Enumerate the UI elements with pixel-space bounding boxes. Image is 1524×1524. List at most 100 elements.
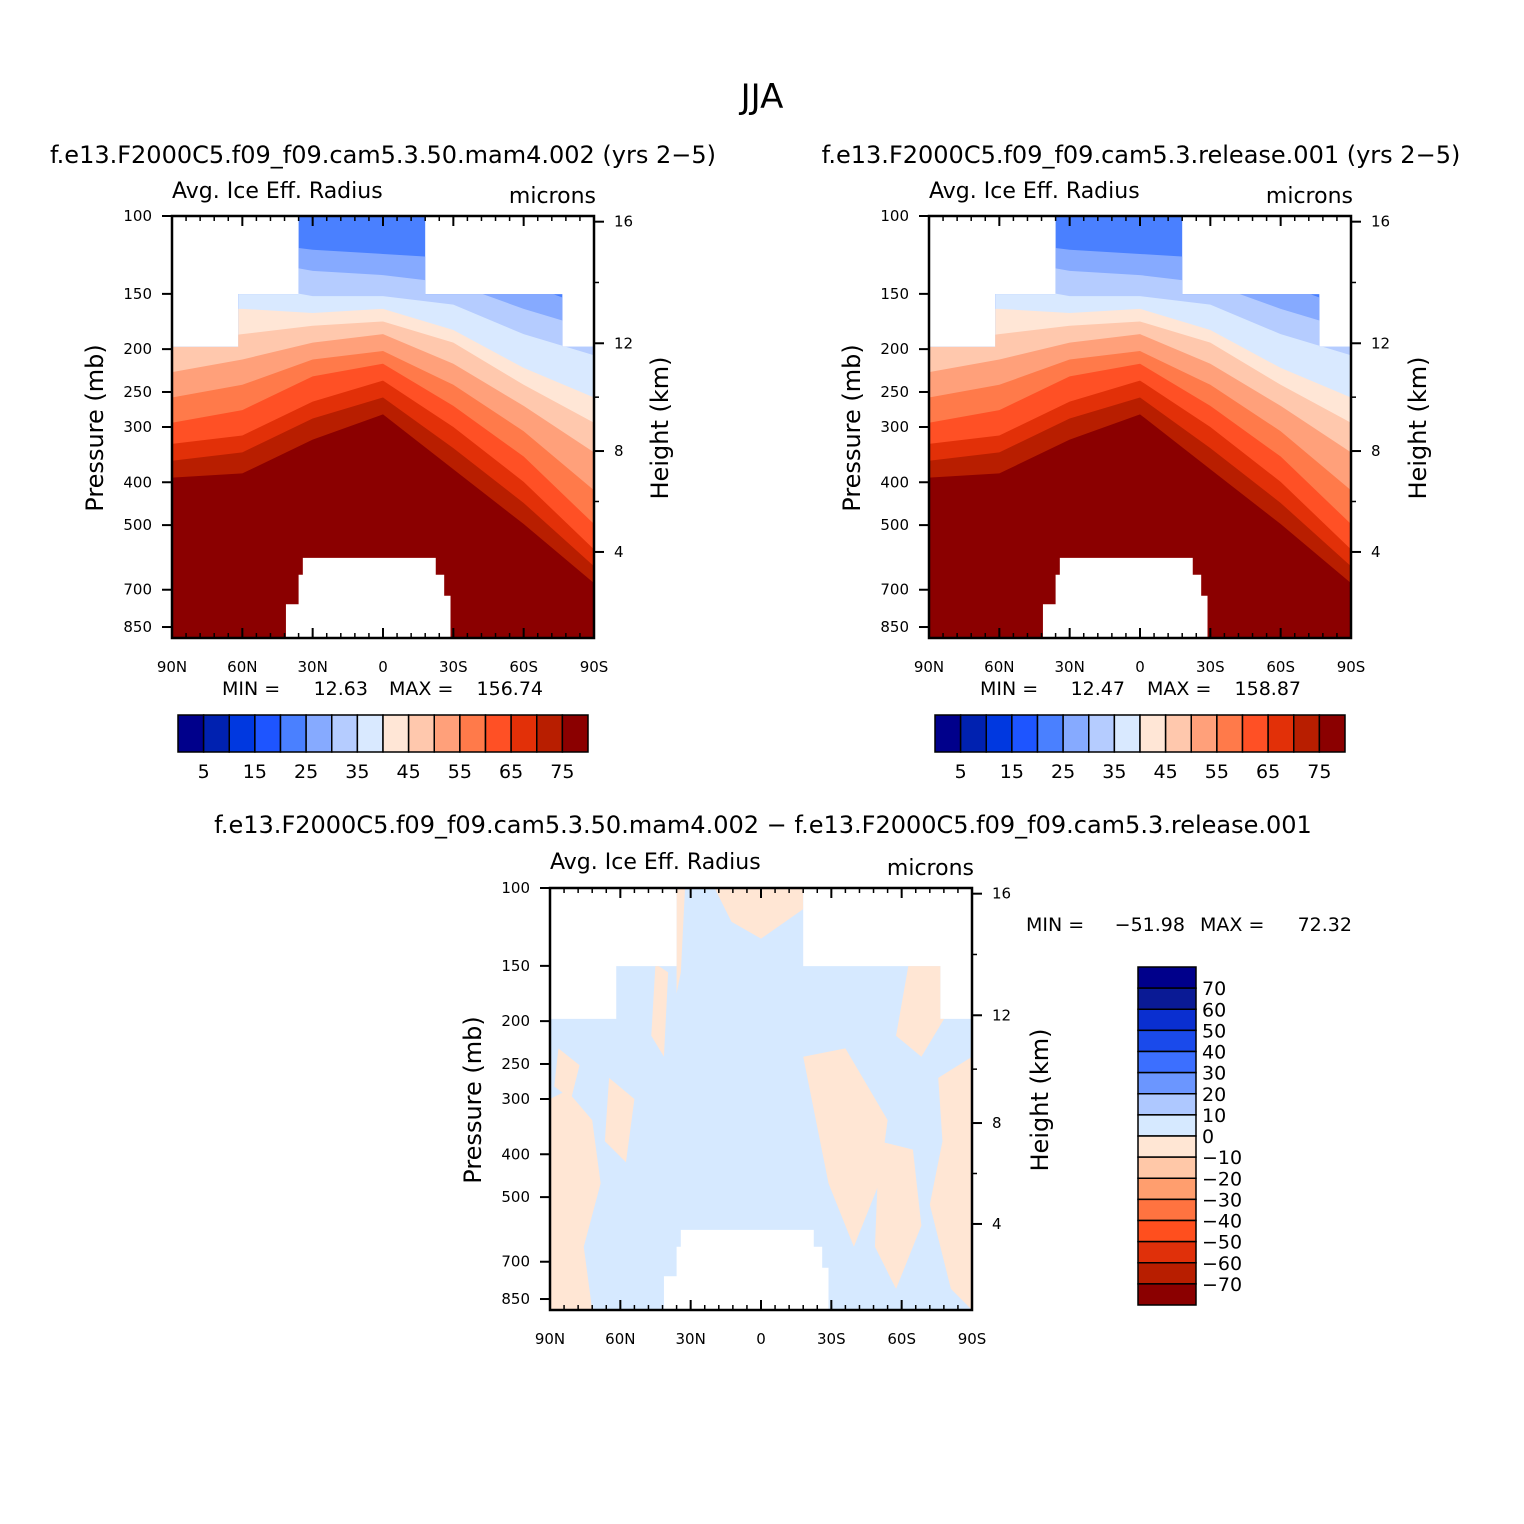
- y-tick-label: 100: [123, 207, 152, 225]
- max-value: 156.74: [477, 678, 543, 700]
- colorbar-swatch: [433, 714, 461, 753]
- height-tick-label: 4: [614, 543, 624, 561]
- colorbar-swatch: [1137, 1177, 1197, 1201]
- colorbar-label: −60: [1202, 1253, 1242, 1275]
- colorbar-swatch: [536, 714, 564, 753]
- colorbar-swatch: [1241, 714, 1269, 753]
- contour-band: [896, 963, 947, 1057]
- colorbar-label: 75: [1307, 761, 1331, 783]
- y-tick-label: 250: [123, 383, 152, 401]
- colorbar-label: 55: [448, 761, 472, 783]
- x-tick-label: 90S: [958, 1330, 987, 1348]
- y-tick-label: 700: [501, 1253, 530, 1271]
- y-axis-right-label: Height (km): [1404, 357, 1432, 500]
- height-tick-label: 12: [614, 334, 633, 352]
- colorbar-swatch: [1137, 1114, 1197, 1137]
- x-tick-label: 0: [756, 1330, 766, 1348]
- y-tick-label: 400: [123, 473, 152, 491]
- colorbar-swatch: [1137, 1156, 1197, 1179]
- surface-mask: [663, 1229, 829, 1310]
- y-tick-label: 700: [880, 581, 909, 599]
- x-tick-label: 60S: [887, 1330, 916, 1348]
- colorbar-label: −40: [1202, 1211, 1242, 1233]
- colorbar-swatch: [1216, 714, 1244, 753]
- colorbar-label: 35: [1102, 761, 1126, 783]
- colorbar-label: 30: [1202, 1063, 1226, 1085]
- x-tick-label: 60N: [227, 658, 257, 676]
- colorbar-label: −10: [1202, 1147, 1242, 1169]
- x-axis: 90N 60N 30N 0 30S 60S 90S: [157, 216, 608, 676]
- max-label: MAX =: [1200, 914, 1264, 936]
- panel-title: f.e13.F2000C5.f09_f09.cam5.3.50.mam4.002…: [214, 811, 1312, 839]
- height-tick-label: 4: [992, 1215, 1002, 1233]
- colorbar-swatch: [1137, 1071, 1197, 1095]
- colorbar-swatch: [959, 714, 987, 753]
- colorbar-swatch: [561, 714, 589, 753]
- variable-label: Avg. Ice Eff. Radius: [550, 850, 761, 875]
- colorbar-label: 70: [1202, 978, 1226, 1000]
- y-tick-label: 500: [123, 516, 152, 534]
- min-label: MIN =: [222, 678, 280, 700]
- x-axis: 90N 60N 30N 0 30S 60S 90S: [535, 888, 986, 1348]
- y-axis-right-label: Height (km): [1026, 1029, 1054, 1172]
- y-tick-label: 300: [501, 1090, 530, 1108]
- colorbar-swatch: [1267, 714, 1295, 753]
- height-tick-label: 8: [614, 442, 624, 460]
- colorbar-label: 5: [198, 761, 210, 783]
- max-label: MAX =: [389, 678, 453, 700]
- panel-title: f.e13.F2000C5.f09_f09.cam5.3.50.mam4.002…: [50, 141, 716, 169]
- min-label: MIN =: [980, 678, 1038, 700]
- colorbar-swatch: [934, 714, 962, 753]
- colorbar-label: 75: [550, 761, 574, 783]
- max-value: 72.32: [1298, 914, 1352, 936]
- contour-band: [929, 1056, 972, 1310]
- contour-band: [651, 963, 669, 1057]
- x-tick-label: 30N: [298, 658, 328, 676]
- contour-band: [874, 1141, 922, 1289]
- y-tick-label: 200: [501, 1012, 530, 1030]
- surface-mask: [285, 557, 451, 638]
- min-value: 12.47: [1071, 678, 1125, 700]
- colorbar-label: 35: [345, 761, 369, 783]
- height-tick-label: 8: [992, 1114, 1002, 1132]
- colorbar-swatch: [1139, 714, 1167, 753]
- x-tick-label: 90S: [580, 658, 609, 676]
- colorbar-swatch: [1137, 1135, 1197, 1158]
- y-axis-height: 16 12 8 4: [1351, 213, 1390, 561]
- variable-label: Avg. Ice Eff. Radius: [172, 179, 383, 204]
- y-axis-pressure: 100 150 200 250 300 400 500 700 850: [501, 879, 550, 1308]
- x-tick-label: 60S: [1266, 658, 1295, 676]
- colorbar-swatch: [1113, 714, 1141, 753]
- y-tick-label: 300: [123, 418, 152, 436]
- y-axis-label: Pressure (mb): [81, 344, 109, 511]
- x-tick-label: 60N: [984, 658, 1014, 676]
- colorbar-label: 15: [1000, 761, 1024, 783]
- colorbar-swatch: [254, 714, 282, 753]
- colorbar-swatch: [1137, 987, 1197, 1010]
- y-tick-label: 100: [880, 207, 909, 225]
- colorbar-swatch: [407, 714, 435, 753]
- colorbar-swatch: [1137, 1093, 1197, 1116]
- min-label: MIN =: [1026, 914, 1084, 936]
- y-tick-label: 200: [880, 340, 909, 358]
- y-tick-label: 700: [123, 581, 152, 599]
- height-tick-label: 12: [1371, 334, 1390, 352]
- x-tick-label: 60N: [605, 1330, 635, 1348]
- y-tick-label: 500: [501, 1188, 530, 1206]
- contour-band: [929, 414, 1351, 638]
- contour-band: [554, 1048, 580, 1099]
- colorbar-swatch: [1164, 714, 1192, 753]
- y-axis-pressure: 100 150 200 250 300 400 500 700 850: [880, 207, 929, 636]
- y-tick-label: 250: [880, 383, 909, 401]
- y-tick-label: 200: [123, 340, 152, 358]
- y-tick-label: 500: [880, 516, 909, 534]
- colorbar-swatch: [1137, 1262, 1197, 1285]
- y-tick-label: 850: [501, 1290, 530, 1308]
- colorbar-label: −20: [1202, 1168, 1242, 1190]
- colorbar-label: −30: [1202, 1189, 1242, 1211]
- contour-band: [803, 1048, 888, 1247]
- colorbar-swatch: [1137, 1029, 1197, 1053]
- min-value: 12.63: [314, 678, 368, 700]
- y-tick-label: 150: [501, 957, 530, 975]
